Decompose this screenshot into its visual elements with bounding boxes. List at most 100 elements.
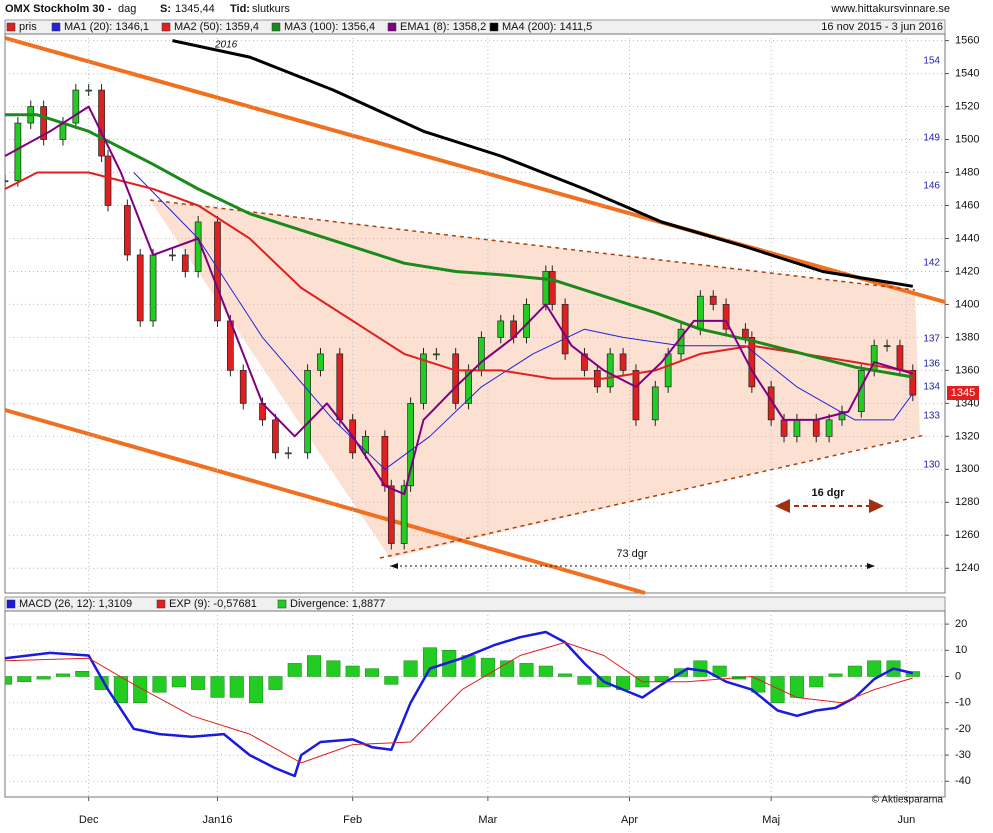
candle xyxy=(72,89,80,124)
candle xyxy=(742,328,749,338)
triangle-shade xyxy=(150,200,920,558)
candle xyxy=(561,304,569,355)
side-label: 136 xyxy=(923,359,940,370)
divergence-bar xyxy=(55,673,70,677)
candle xyxy=(336,353,344,421)
divergence-bar xyxy=(210,676,225,698)
candle xyxy=(14,122,22,182)
side-label: 133 xyxy=(923,411,940,422)
series-line xyxy=(133,172,914,470)
x-tick-label: Feb xyxy=(343,814,362,826)
candle xyxy=(664,353,672,388)
candle xyxy=(214,221,221,322)
legend-swatch xyxy=(6,22,16,32)
legend-swatch xyxy=(6,599,16,609)
interval: dag xyxy=(118,3,136,15)
annotation: 73 dgr xyxy=(616,548,648,560)
candle xyxy=(748,337,756,388)
candle xyxy=(5,180,9,183)
divergence-bar xyxy=(384,676,399,685)
candle xyxy=(123,205,131,256)
legend-bar xyxy=(4,596,946,612)
candle xyxy=(40,106,47,140)
divergence-bar xyxy=(770,676,785,703)
candle xyxy=(136,254,144,322)
legend-label: MA2 (50): 1359,4 xyxy=(174,21,259,33)
divergence-bar xyxy=(287,663,302,677)
candle xyxy=(825,419,833,437)
divergence-bar xyxy=(307,655,322,677)
candle xyxy=(317,353,324,371)
divergence-bar xyxy=(712,665,727,677)
divergence-bar xyxy=(577,676,592,685)
legend-swatch xyxy=(271,22,281,32)
last-price: 1345 xyxy=(951,387,975,399)
year-label: 2016 xyxy=(214,40,238,51)
candle xyxy=(381,435,389,487)
side-label: 142 xyxy=(923,258,940,269)
divergence-bar xyxy=(152,676,167,693)
trend-line xyxy=(4,36,946,304)
candle xyxy=(581,353,588,371)
divergence-bar xyxy=(519,663,534,677)
divergence-bar xyxy=(75,671,90,677)
x-tick-label: Apr xyxy=(621,814,638,826)
price-label: S: xyxy=(160,3,171,15)
annotation: 16 dgr xyxy=(811,487,845,499)
candle xyxy=(433,353,440,356)
divergence-bar xyxy=(326,660,341,677)
legend-label: MA3 (100): 1356,4 xyxy=(284,21,375,33)
price: 1345,44 xyxy=(175,3,215,15)
y-tick-label: 1320 xyxy=(955,430,979,442)
divergence-bar xyxy=(229,676,244,698)
divergence-bar xyxy=(847,665,862,677)
y-tick-label: 1460 xyxy=(955,199,979,211)
x-tick-label: Mar xyxy=(478,814,497,826)
divergence-bar xyxy=(403,660,418,677)
series-line xyxy=(5,113,914,379)
candle xyxy=(181,254,189,272)
candle xyxy=(98,89,105,157)
candle xyxy=(239,370,247,404)
candle xyxy=(452,353,460,404)
candle xyxy=(722,304,730,330)
candle xyxy=(838,411,846,421)
y-tick-label: 1480 xyxy=(955,166,979,178)
legend-label: pris xyxy=(19,21,37,33)
series-group xyxy=(5,39,917,550)
triangle-line xyxy=(149,199,916,291)
candle xyxy=(709,295,717,305)
candle xyxy=(651,386,659,421)
candle xyxy=(619,353,627,371)
y-tick-label: 10 xyxy=(955,644,967,656)
y-tick-label: 1540 xyxy=(955,67,979,79)
divergence-bar xyxy=(113,676,128,703)
candle xyxy=(362,435,369,454)
legend-label: EXP (9): -0,57681 xyxy=(169,598,257,610)
y-tick-label: 1280 xyxy=(955,496,979,508)
series-line xyxy=(5,105,914,496)
divergence-bar xyxy=(249,676,264,703)
y-tick-label: 1500 xyxy=(955,133,979,145)
candle xyxy=(606,353,614,388)
side-label: 146 xyxy=(923,181,940,192)
y-tick-label: -10 xyxy=(955,697,971,709)
legend-swatch xyxy=(51,22,61,32)
divergence-bar xyxy=(867,660,882,677)
series-group xyxy=(5,630,920,778)
y-tick-label: 1260 xyxy=(955,529,979,541)
y-tick-label: 20 xyxy=(955,618,967,630)
last-price-badge xyxy=(947,386,979,400)
divergence-bar xyxy=(480,657,495,677)
macd-layer: 20 10 0 -10 -20 -30 -40 Dec Jan16 Feb Mar Apr Maj Jun xyxy=(5,611,971,826)
legend-swatch xyxy=(387,22,397,32)
side-label: 154 xyxy=(923,56,940,67)
time: slutkurs xyxy=(252,3,290,15)
candle xyxy=(780,419,788,437)
y-tick-label: 1240 xyxy=(955,562,979,574)
candle xyxy=(793,419,801,437)
divergence-bar xyxy=(36,676,51,680)
divergence-bar xyxy=(538,665,553,677)
divergence-bar xyxy=(364,668,379,677)
